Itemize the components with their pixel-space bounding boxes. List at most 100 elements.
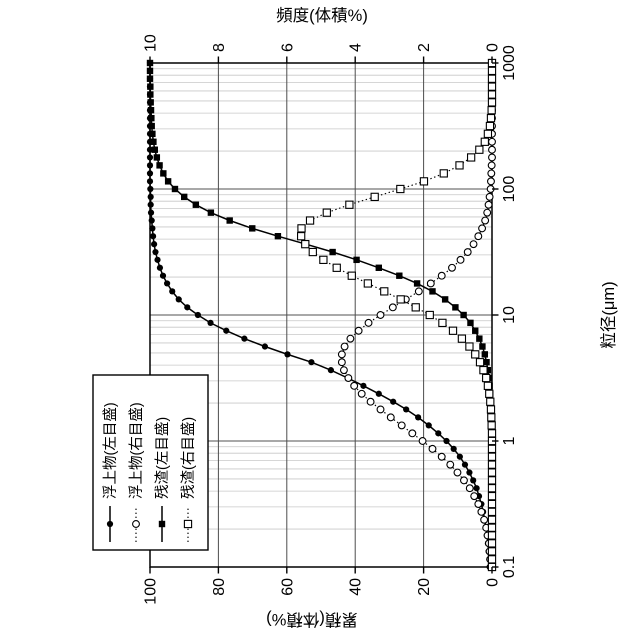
open-circle-marker-icon (339, 366, 348, 375)
filled-circle-marker-icon (159, 272, 167, 279)
filled-circle-marker-icon (390, 398, 397, 405)
tick-label: 6 (279, 43, 296, 52)
filled-circle-marker-icon (106, 520, 114, 528)
filled-circle-marker-icon (152, 248, 159, 256)
filled-circle-marker-icon (154, 256, 161, 263)
open-circle-marker-icon (418, 437, 427, 445)
filled-circle-marker-icon (151, 241, 158, 248)
open-square-marker-icon (485, 389, 494, 398)
open-circle-marker-icon (465, 484, 474, 493)
filled-square-marker-icon (181, 193, 188, 201)
filled-circle-marker-icon (360, 382, 367, 389)
open-circle-marker-icon (340, 342, 349, 351)
filled-square-marker-icon (274, 233, 282, 240)
tick-label: 80 (211, 578, 228, 596)
open-circle-marker-icon (366, 397, 375, 406)
filled-square-marker-icon (329, 248, 336, 256)
open-circle-marker-icon (397, 421, 406, 430)
open-square-marker-icon (487, 460, 497, 469)
tick-label: 8 (211, 43, 228, 52)
open-square-marker-icon (487, 515, 497, 524)
filled-square-marker-icon (375, 264, 382, 271)
filled-circle-marker-icon (147, 193, 154, 200)
open-circle-marker-icon (346, 334, 355, 343)
filled-circle-marker-icon (327, 367, 335, 374)
open-circle-marker-icon (437, 271, 446, 280)
tick-label: 0.1 (501, 556, 518, 578)
open-square-marker-icon (183, 519, 193, 529)
filled-circle-marker-icon (149, 225, 156, 232)
open-square-marker-icon (487, 413, 496, 422)
filled-square-marker-icon (147, 91, 154, 98)
filled-circle-marker-icon (241, 335, 248, 342)
filled-circle-marker-icon (443, 437, 450, 445)
open-circle-marker-icon (474, 232, 483, 241)
open-square-marker-icon (297, 224, 306, 233)
filled-square-marker-icon (413, 280, 421, 287)
open-circle-marker-icon (386, 413, 395, 422)
filled-circle-marker-icon (261, 343, 269, 350)
filled-circle-marker-icon (473, 485, 480, 492)
filled-square-marker-icon (158, 520, 166, 528)
open-square-marker-icon (345, 200, 354, 209)
open-circle-marker-icon (488, 153, 496, 162)
open-square-marker-icon (438, 318, 447, 328)
filled-circle-marker-icon (146, 154, 154, 161)
y-right-axis-title: 頻度(体積%) (276, 6, 368, 25)
filled-square-marker-icon (481, 351, 489, 358)
filled-square-marker-icon (483, 359, 490, 366)
open-circle-marker-icon (456, 255, 465, 264)
filled-square-marker-icon (147, 107, 155, 114)
filled-circle-marker-icon (415, 414, 422, 421)
open-square-marker-icon (487, 468, 497, 477)
filled-square-marker-icon (147, 99, 154, 106)
filled-square-marker-icon (476, 335, 483, 342)
open-square-marker-icon (487, 547, 497, 556)
open-circle-marker-icon (488, 137, 496, 146)
open-square-marker-icon (487, 74, 497, 83)
filled-square-marker-icon (156, 162, 163, 169)
filled-square-marker-icon (353, 256, 360, 264)
open-circle-marker-icon (481, 216, 490, 225)
filled-circle-marker-icon (466, 469, 473, 476)
filled-circle-marker-icon (470, 477, 477, 484)
open-square-marker-icon (419, 177, 429, 186)
filled-square-marker-icon (226, 217, 233, 224)
open-square-marker-icon (396, 184, 405, 194)
data-series (146, 58, 497, 572)
filled-square-marker-icon (149, 130, 156, 138)
open-circle-marker-icon (446, 460, 455, 469)
open-square-marker-icon (487, 452, 497, 461)
open-square-marker-icon (475, 358, 485, 367)
open-square-marker-icon (485, 121, 495, 131)
filled-circle-marker-icon (461, 461, 469, 468)
open-circle-marker-icon (337, 350, 346, 359)
open-square-marker-icon (471, 350, 480, 359)
filled-circle-marker-icon (147, 201, 154, 208)
open-square-marker-icon (297, 232, 306, 241)
filled-square-marker-icon (441, 296, 449, 303)
filled-circle-marker-icon (146, 170, 154, 177)
open-square-marker-icon (380, 287, 389, 296)
open-square-marker-icon (305, 216, 315, 225)
open-square-marker-icon (487, 98, 497, 107)
open-square-marker-icon (486, 397, 495, 406)
open-circle-marker-icon (357, 389, 366, 398)
legend-label: 浮上物(左目盛) (102, 402, 119, 499)
filled-square-marker-icon (192, 201, 200, 208)
open-circle-marker-icon (487, 177, 495, 186)
open-circle-marker-icon (344, 374, 353, 382)
open-circle-marker-icon (483, 208, 492, 217)
filled-square-marker-icon (153, 154, 161, 161)
filled-square-marker-icon (452, 304, 459, 311)
open-square-marker-icon (487, 539, 497, 548)
open-circle-marker-icon (132, 520, 140, 528)
filled-circle-marker-icon (169, 288, 176, 295)
open-circle-marker-icon (337, 358, 346, 367)
open-circle-marker-icon (480, 515, 489, 524)
tick-label: 40 (348, 578, 365, 596)
filled-square-marker-icon (151, 146, 158, 153)
open-square-marker-icon (411, 303, 420, 312)
